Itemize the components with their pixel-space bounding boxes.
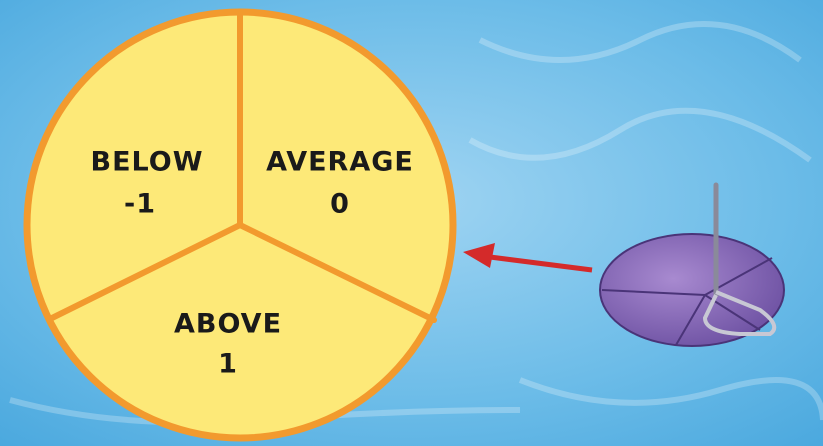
sector-value: 1 <box>218 349 238 380</box>
sector-label: ABOVE <box>174 309 282 340</box>
sector-value: 0 <box>330 189 350 220</box>
page: {"sectors": [ {"label": "BELOW", "value"… <box>0 0 823 446</box>
sector-label: BELOW <box>91 147 204 178</box>
scene: BELOW -1 AVERAGE 0 ABOVE 1 <box>0 0 823 446</box>
sector-value: -1 <box>124 189 156 220</box>
sector-label: AVERAGE <box>266 147 414 178</box>
